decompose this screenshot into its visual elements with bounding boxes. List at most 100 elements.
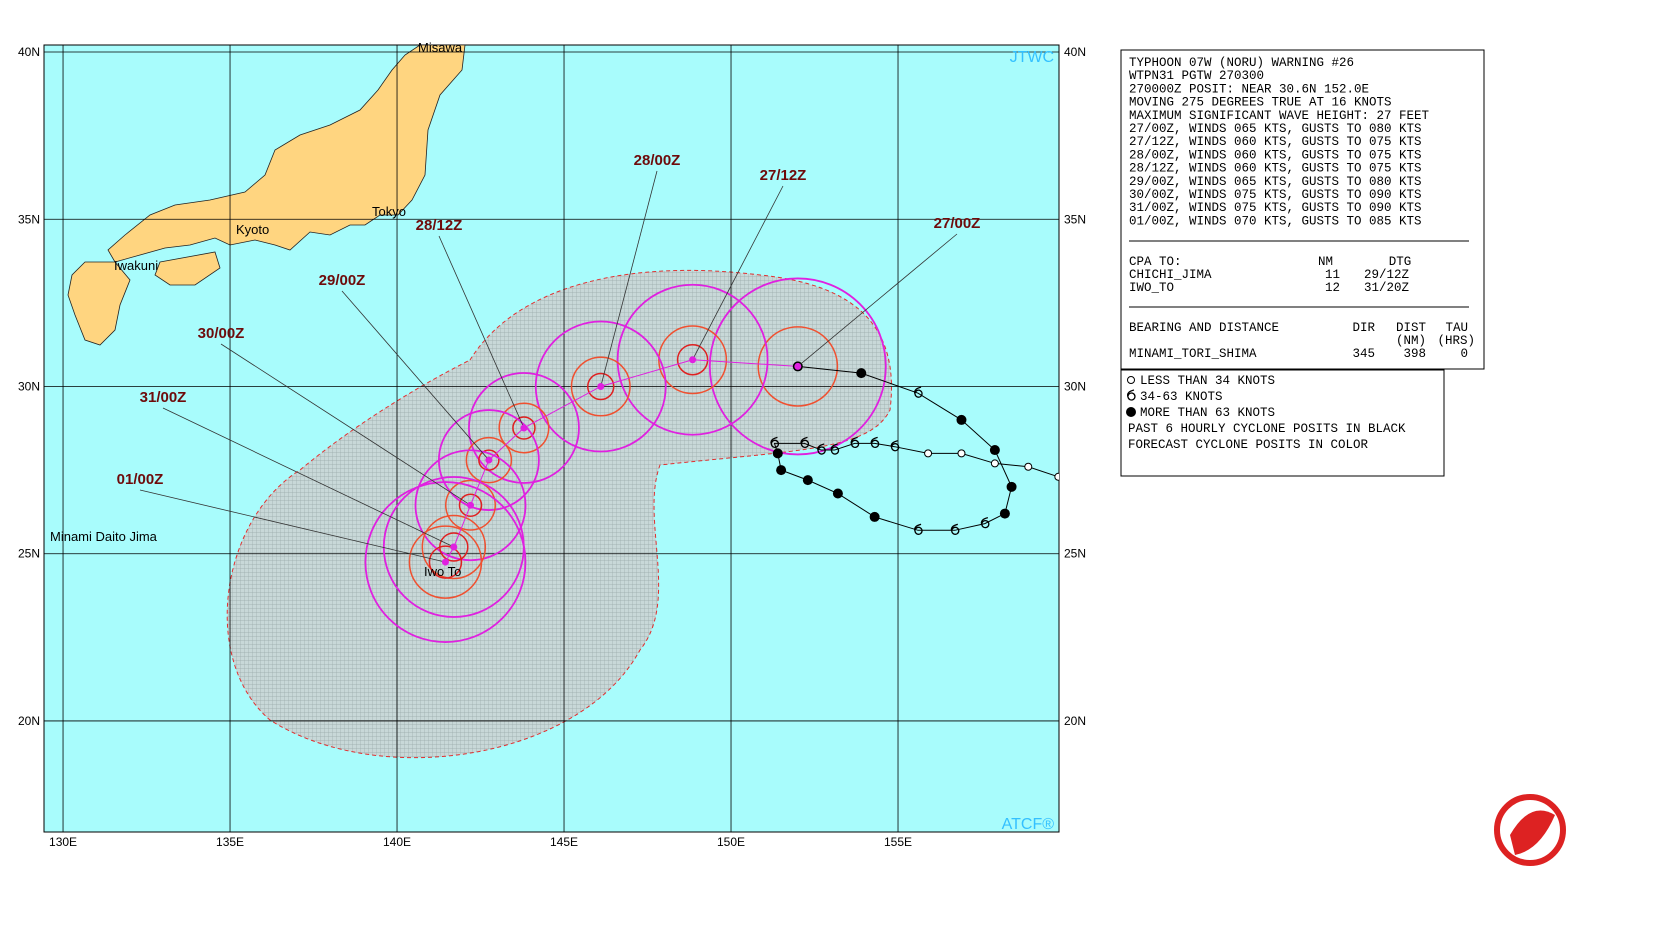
posit-typhoon [869, 511, 880, 522]
forecast-track [445, 359, 798, 563]
posit-storm [890, 440, 900, 452]
leader-line [797, 233, 958, 367]
forecast-label: 28/00Z [634, 152, 681, 169]
place-label: Iwakuni [114, 258, 158, 273]
posit-storm [817, 443, 826, 455]
posit-weak [957, 449, 966, 458]
forecast-label: 27/00Z [934, 215, 981, 232]
posit-typhoon [999, 508, 1010, 519]
radius-34kt [616, 283, 769, 436]
radius-50kt [465, 436, 513, 484]
forecast-label: 28/12Z [416, 217, 463, 234]
info-text: FORECAST CYCLONE POSITS IN COLOR [1128, 438, 1369, 452]
info-text: MAXIMUM SIGNIFICANT WAVE HEIGHT: 27 FEET [1129, 109, 1430, 123]
posit-storm [770, 436, 780, 448]
place-label: Kyoto [236, 222, 269, 237]
posit-storm [950, 523, 960, 535]
forecast-posit [520, 424, 528, 432]
info-text: TYPHOON 07W (NORU) WARNING #26 [1129, 56, 1354, 70]
info-text: 28/12Z, WINDS 060 KTS, GUSTS TO 075 KTS [1129, 162, 1422, 176]
radius-50kt [421, 514, 487, 580]
lat-label: 35N [18, 212, 40, 226]
info-text: 31/20Z [1364, 281, 1410, 295]
forecast-posit [467, 501, 475, 509]
posit-typhoon [772, 448, 783, 459]
radius-34kt [468, 372, 580, 484]
lat-label: 30N [18, 379, 40, 393]
place-label: Misawa [418, 40, 463, 55]
posit-weak [1024, 462, 1033, 471]
info-text: DIR [1352, 321, 1375, 335]
posit-weak [1127, 376, 1135, 384]
radius-64kt [478, 449, 500, 471]
info-text: (NM) [1396, 334, 1426, 348]
wind-radii [364, 277, 887, 643]
forecast-posit [689, 356, 697, 364]
lat-label: 20N [18, 714, 40, 728]
tracks [445, 359, 1059, 563]
leader-line [600, 170, 658, 387]
forecast-label: 01/00Z [117, 471, 164, 488]
info-text: DTG [1389, 255, 1412, 269]
forecast-posit [485, 456, 493, 464]
info-text: MOVING 275 DEGREES TRUE AT 16 KNOTS [1129, 96, 1392, 110]
posit-weak [990, 459, 999, 468]
radius-34kt [364, 481, 527, 643]
info-text: WTPN31 PGTW 270300 [1129, 69, 1264, 83]
forecast-posit [441, 558, 449, 566]
info-text: 29/00Z, WINDS 065 KTS, GUSTS TO 080 KTS [1129, 175, 1422, 189]
posit-storm [980, 516, 990, 529]
info-text: MORE THAN 63 KNOTS [1140, 406, 1275, 420]
lat-label: 40N [1064, 45, 1086, 59]
info-text: DIST [1396, 321, 1427, 335]
posit-storm [850, 436, 860, 448]
info-text: 01/00Z, WINDS 070 KTS, GUSTS TO 085 KTS [1129, 214, 1422, 228]
posit-typhoon [989, 445, 1000, 456]
forecast-label: 29/00Z [319, 272, 366, 289]
forecast-label: 31/00Z [140, 389, 187, 406]
lat-label: 25N [1064, 547, 1086, 561]
radius-50kt [570, 356, 631, 417]
info-text: 11 [1325, 268, 1340, 282]
info-text: 27/00Z, WINDS 065 KTS, GUSTS TO 080 KTS [1129, 122, 1422, 136]
leader-line [341, 290, 490, 461]
graticule [44, 45, 1059, 832]
radius-64kt [676, 343, 709, 376]
forecast-posit [597, 382, 605, 390]
leader-line [139, 489, 446, 563]
posit-typhoon [1126, 407, 1136, 417]
lon-label: 135E [216, 835, 244, 849]
lon-label: 140E [383, 835, 411, 849]
posit-storm [914, 523, 923, 535]
info-text: LESS THAN 34 KNOTS [1140, 374, 1275, 388]
leader-line [438, 235, 525, 429]
posit-storm [914, 386, 923, 398]
forecast-posit [450, 543, 458, 551]
info-text: 30/00Z, WINDS 075 KTS, GUSTS TO 090 KTS [1129, 188, 1422, 202]
posit-weak [924, 449, 933, 458]
leader-line [220, 343, 471, 506]
info-text: 12 [1325, 281, 1340, 295]
info-text: 398 [1403, 347, 1426, 361]
lat-label: 40N [18, 45, 40, 59]
map-layer [44, 45, 1059, 832]
lon-label: 150E [717, 835, 745, 849]
info-text: TAU [1445, 321, 1468, 335]
lon-label: 145E [550, 835, 578, 849]
place-label: Tokyo [372, 204, 406, 219]
forecast-posit [794, 362, 802, 370]
info-text: (HRS) [1437, 334, 1475, 348]
place-label: Iwo To [424, 564, 461, 579]
info-text: 27/12Z, WINDS 060 KTS, GUSTS TO 075 KTS [1129, 135, 1422, 149]
lat-label: 35N [1064, 212, 1086, 226]
info-text: 29/12Z [1364, 268, 1410, 282]
posit-typhoon [802, 475, 813, 486]
info-text: MINAMI_TORI_SHIMA [1129, 347, 1257, 361]
leader-line [692, 185, 784, 360]
radius-50kt [408, 525, 483, 599]
posit-weak [1054, 472, 1059, 481]
posit-typhoon [1006, 481, 1017, 492]
radius-64kt [458, 493, 483, 517]
